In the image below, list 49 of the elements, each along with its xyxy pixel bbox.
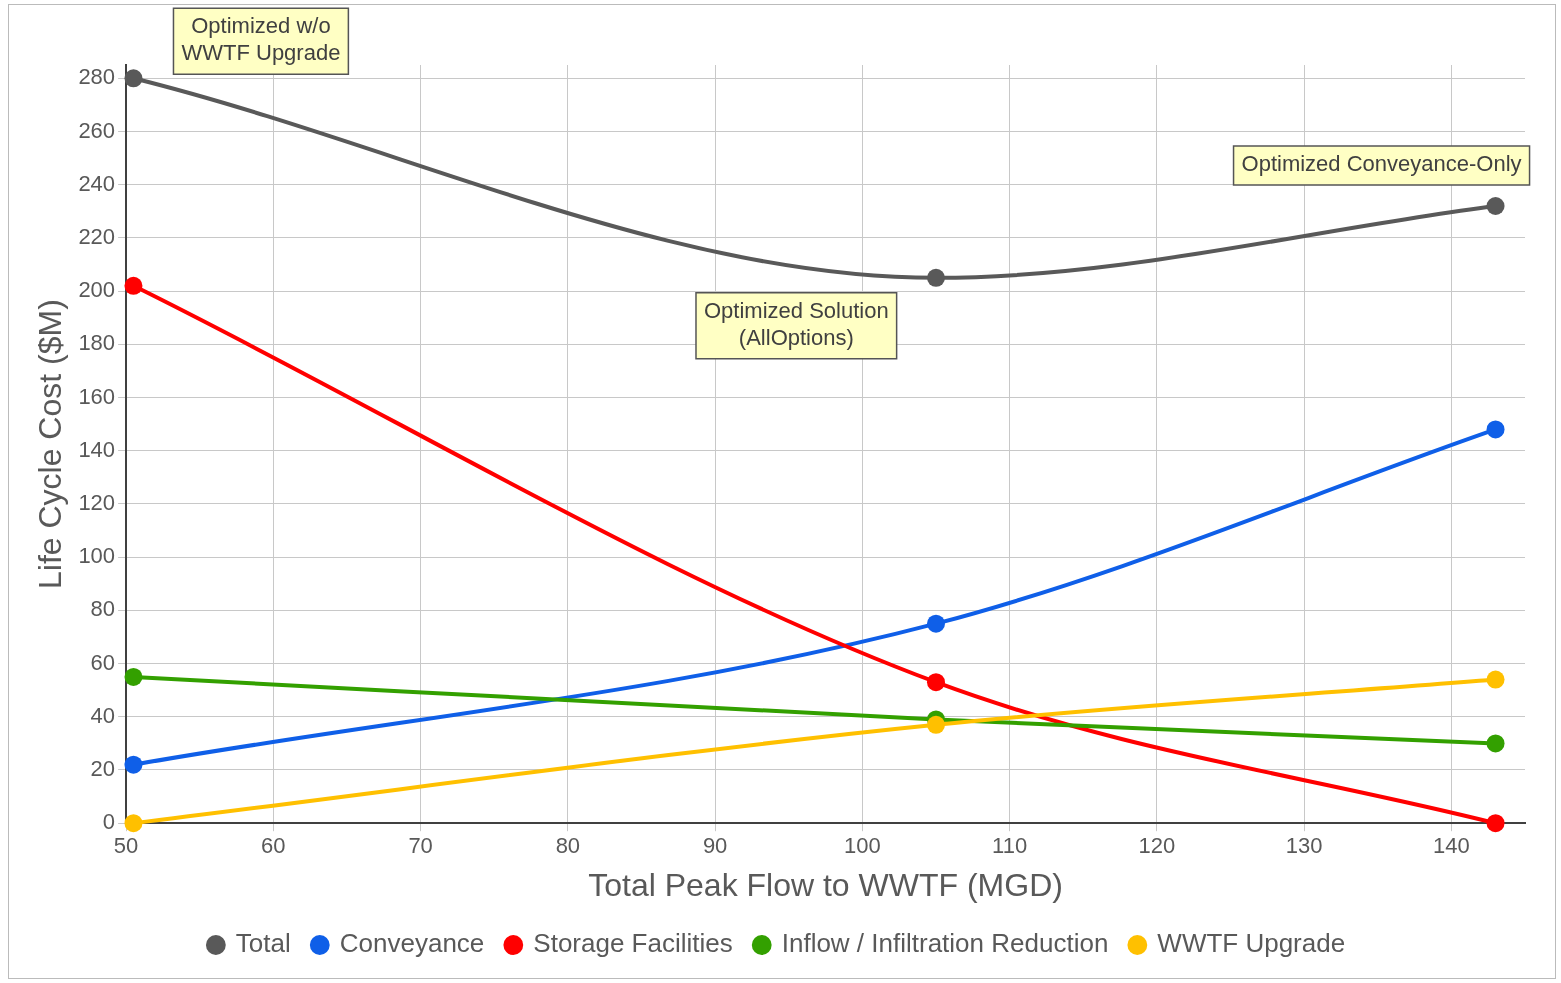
y-tick-label: 260: [78, 117, 116, 143]
annotation: Optimized w/o WWTF Upgrade: [181, 13, 341, 66]
y-tick-label: 20: [90, 756, 116, 782]
x-tick-label: 100: [844, 833, 881, 859]
legend-label: WWTF Upgrade: [1157, 928, 1346, 959]
point: [1486, 197, 1505, 215]
y-tick-label: 60: [90, 649, 116, 675]
y-tick-label: 0: [102, 809, 116, 835]
legend-label: Conveyance: [339, 928, 485, 959]
annotation: Optimized Solution (AllOptions): [703, 297, 889, 350]
x-axis-title: Total Peak Flow to WWTF (MGD): [588, 866, 1063, 903]
y-tick-label: 160: [78, 383, 116, 409]
point: [124, 755, 143, 774]
y-tick-label: 240: [78, 170, 116, 196]
x-tick-label: 130: [1285, 833, 1323, 859]
y-tick-label: 220: [78, 223, 116, 249]
point: [124, 814, 143, 833]
legend-label: Storage Facilities: [533, 928, 733, 959]
y-tick-label: 140: [78, 436, 116, 462]
point: [124, 667, 143, 686]
point: [1486, 814, 1505, 833]
legend-label: Inflow / Infiltration Reduction: [781, 928, 1109, 959]
y-tick-label: 120: [78, 490, 116, 516]
x-tick-label: 140: [1433, 833, 1470, 859]
point: [926, 614, 945, 633]
point: [124, 69, 143, 88]
y-tick-label: 280: [78, 64, 116, 90]
x-tick-label: 60: [261, 833, 286, 859]
y-axis-title: Life Cycle Cost ($M): [32, 299, 69, 590]
x-tick-label: 110: [992, 833, 1028, 859]
x-tick-label: 90: [702, 833, 728, 859]
legend-label: Total: [235, 928, 291, 959]
point: [926, 673, 945, 692]
y-tick-label: 40: [90, 702, 116, 728]
y-tick-label: 100: [78, 543, 116, 569]
y-tick-label: 180: [78, 330, 116, 356]
point: [926, 715, 945, 734]
point: [926, 268, 945, 287]
x-tick-label: 80: [555, 833, 581, 859]
point: [124, 276, 143, 295]
y-tick-label: 80: [90, 596, 116, 622]
point: [1486, 734, 1505, 753]
annotation: Optimized Conveyance-Only: [1241, 151, 1522, 177]
y-tick-label: 200: [78, 277, 116, 303]
x-tick-label: 70: [408, 833, 433, 859]
point: [1486, 420, 1505, 439]
x-tick-label: 50: [113, 833, 139, 859]
x-tick-label: 120: [1138, 833, 1176, 859]
point: [1486, 670, 1505, 689]
